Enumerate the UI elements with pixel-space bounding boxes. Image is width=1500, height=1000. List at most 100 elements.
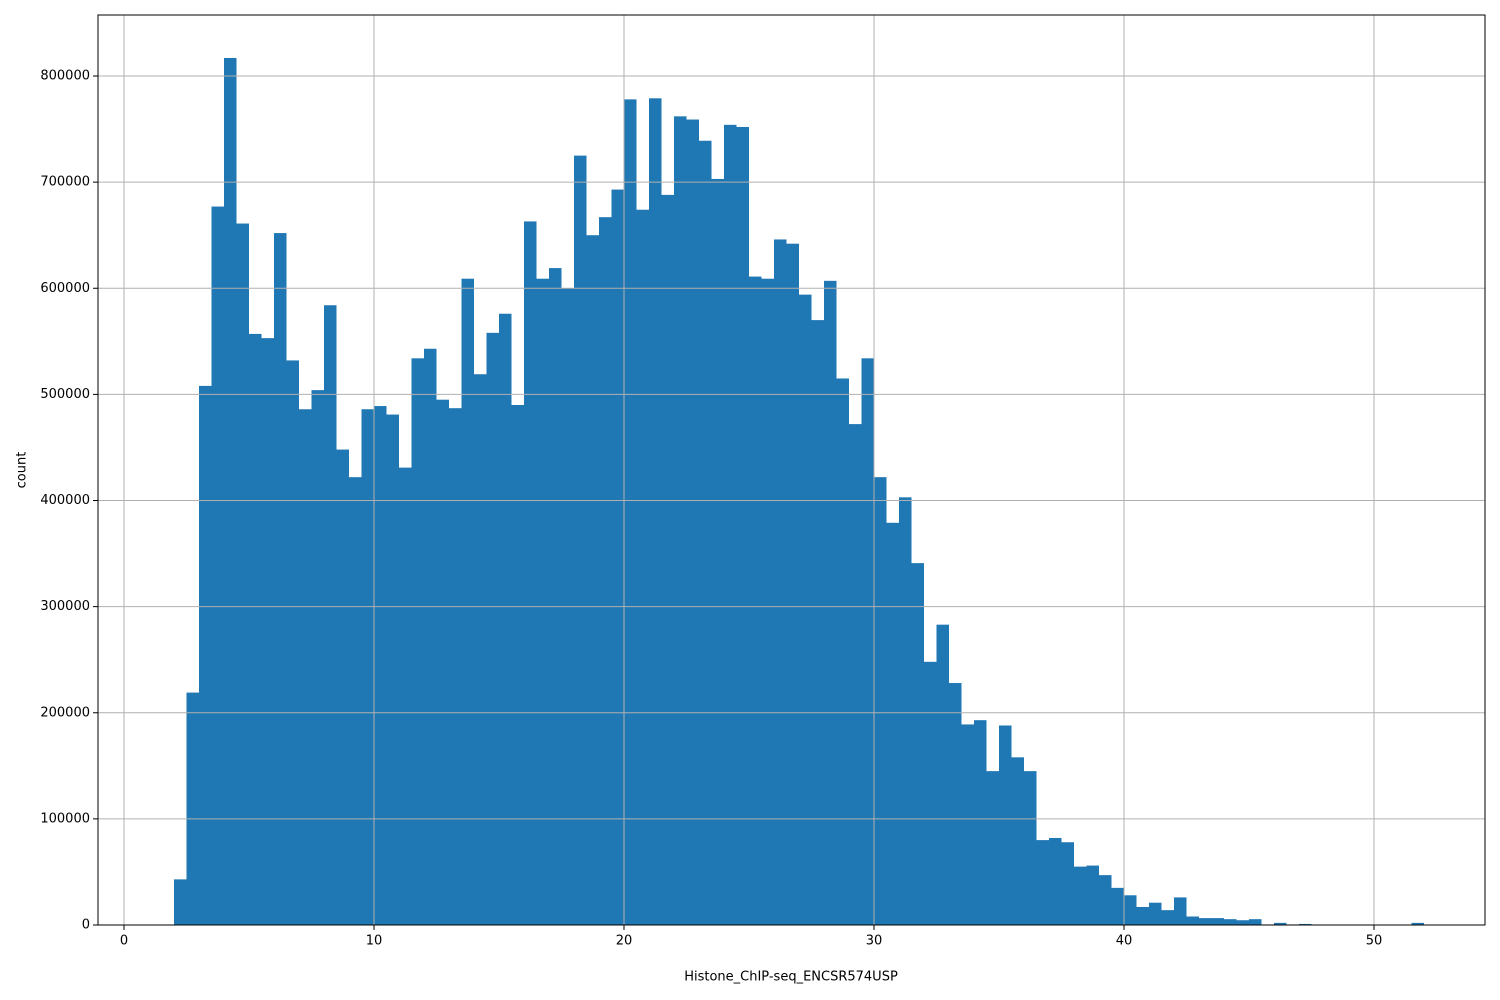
- x-tick-label: 40: [1116, 934, 1133, 949]
- bar: [1186, 916, 1199, 925]
- bar: [436, 399, 449, 926]
- bar: [761, 278, 774, 925]
- bar: [661, 194, 674, 925]
- bar: [811, 320, 824, 925]
- bar: [324, 305, 337, 926]
- bar: [199, 385, 212, 925]
- bar: [1199, 918, 1212, 925]
- bar: [936, 624, 949, 925]
- bar: [224, 57, 237, 925]
- y-axis-label: count: [15, 452, 30, 489]
- bar: [1299, 923, 1312, 925]
- y-tick-label: 0: [82, 918, 90, 933]
- bar: [311, 390, 324, 926]
- bar: [1411, 922, 1424, 925]
- bar: [186, 692, 199, 925]
- bar: [549, 268, 562, 925]
- bar: [711, 178, 724, 926]
- bar: [1224, 919, 1237, 925]
- x-tick-label: 0: [120, 934, 128, 949]
- bar: [486, 332, 499, 925]
- plot-frame: [97, 14, 1486, 926]
- y-tick-label: 500000: [40, 387, 90, 402]
- bar: [799, 294, 812, 925]
- bar: [286, 360, 299, 925]
- bar: [1161, 910, 1174, 925]
- bar: [849, 424, 862, 925]
- bar: [774, 239, 787, 925]
- bar: [499, 313, 512, 925]
- bar: [1049, 837, 1062, 925]
- y-tick-label: 600000: [40, 281, 90, 296]
- y-tick-label: 800000: [40, 69, 90, 84]
- bar: [624, 99, 637, 925]
- bar: [524, 221, 537, 926]
- bar: [1099, 875, 1112, 925]
- bar: [924, 661, 937, 925]
- bar: [974, 720, 987, 925]
- bar: [424, 348, 437, 925]
- bar: [786, 243, 799, 926]
- bar: [1274, 922, 1287, 925]
- bar: [824, 280, 837, 925]
- bar: [999, 725, 1012, 925]
- bar: [261, 338, 274, 926]
- bar: [511, 405, 524, 925]
- bar: [474, 374, 487, 925]
- bar: [361, 409, 374, 926]
- bar: [174, 879, 187, 925]
- bar: [1236, 920, 1249, 925]
- bar: [1136, 906, 1149, 925]
- bar: [886, 522, 899, 925]
- bar: [411, 358, 424, 925]
- bar: [986, 771, 999, 925]
- bar: [1036, 840, 1049, 925]
- bar: [686, 119, 699, 925]
- bar: [211, 206, 224, 925]
- bar: [449, 408, 462, 925]
- bar: [536, 278, 549, 925]
- bar: [899, 497, 912, 925]
- bar: [1124, 895, 1137, 925]
- bar: [1149, 902, 1162, 925]
- bar: [574, 155, 587, 925]
- bar: [1086, 865, 1099, 925]
- bar: [236, 223, 249, 925]
- bar: [249, 333, 262, 925]
- bar: [349, 477, 362, 925]
- bar: [699, 140, 712, 925]
- bar: [1061, 842, 1074, 925]
- bar: [736, 126, 749, 926]
- bar: [911, 563, 924, 925]
- bar: [1249, 919, 1262, 925]
- bar: [336, 449, 349, 925]
- bar: [1074, 866, 1087, 925]
- bar: [836, 378, 849, 926]
- bar: [386, 414, 399, 925]
- bar: [1211, 918, 1224, 925]
- bar: [961, 724, 974, 925]
- bar: [299, 409, 312, 926]
- bar: [874, 477, 887, 925]
- y-tick-label: 400000: [40, 493, 90, 508]
- x-tick-label: 50: [1366, 934, 1383, 949]
- y-tick-label: 700000: [40, 175, 90, 190]
- bar: [749, 276, 762, 926]
- bar: [586, 235, 599, 925]
- bar: [674, 116, 687, 926]
- bar: [399, 467, 412, 925]
- bar: [274, 233, 287, 925]
- x-tick-label: 30: [866, 934, 883, 949]
- bar: [1011, 757, 1024, 925]
- bar: [949, 683, 962, 925]
- x-axis-label: Histone_ChIP-seq_ENCSR574USP: [684, 970, 898, 985]
- y-tick-label: 200000: [40, 705, 90, 720]
- bar: [636, 209, 649, 926]
- bar: [724, 124, 737, 925]
- bar: [649, 98, 662, 925]
- x-tick-label: 20: [616, 934, 633, 949]
- y-tick-label: 300000: [40, 599, 90, 614]
- y-tick-label: 100000: [40, 811, 90, 826]
- bar: [861, 358, 874, 925]
